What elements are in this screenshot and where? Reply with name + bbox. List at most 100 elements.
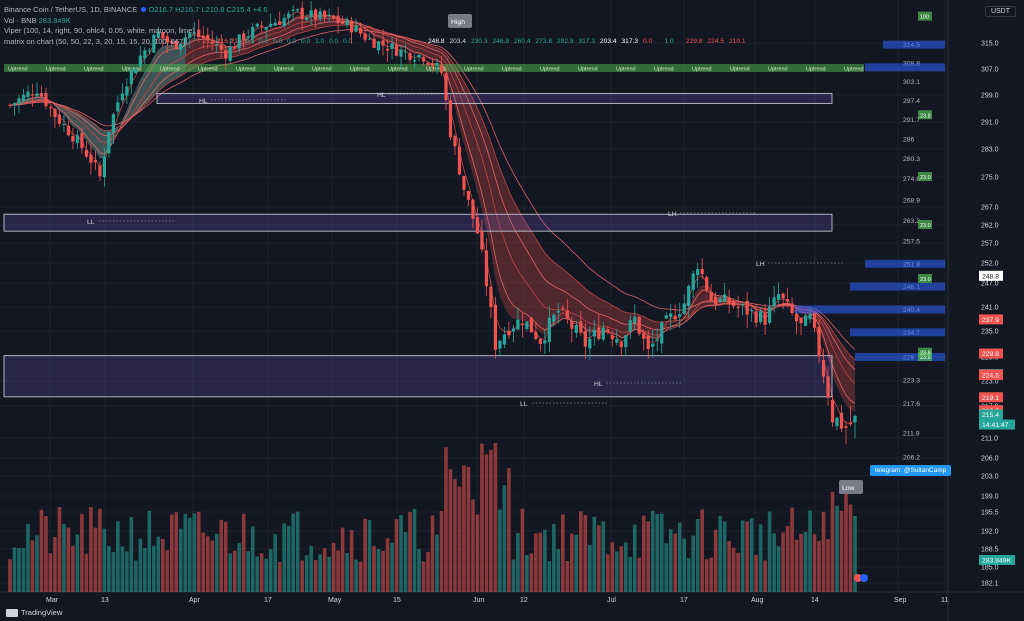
volume-bar [71,545,75,592]
candle-body [673,315,677,320]
volume-bar [781,532,785,592]
viper-indicator[interactable]: Viper (100, 14, right, 90, ohlc4, 0.05, … [4,26,195,35]
candle-body [830,399,835,423]
volume-bar [210,540,215,592]
candle-body [66,125,71,136]
volume-bar [817,540,821,592]
symbol-title[interactable]: Binance Coin / TetherUS, 1D, BINANCE [4,5,138,14]
volume-bar [417,548,421,592]
price-badge-text: 215.4 [982,412,999,419]
volume-bar [659,513,664,592]
matrix-value: 224.5 [708,38,725,45]
volume-bar [718,516,722,592]
tag-box [918,347,932,357]
volume-bar [489,449,493,592]
candle-body [525,321,529,329]
trend-strip-label: Uptrend [84,67,104,73]
volume-bar [147,510,152,592]
currency-label[interactable]: USDT [984,6,1016,17]
trend-strip-label: Uptrend [388,67,408,73]
volume-bar [799,533,803,592]
matrix-value: 216.2 [217,38,234,45]
matrix-value: 0.0 [287,38,296,45]
candle-body [579,321,583,333]
candle-body [53,108,57,118]
candle-body [107,131,111,154]
candle-body [255,23,259,27]
tag-text: 23.0 [920,223,931,229]
candle-body [260,25,264,27]
price-tick-label: 203.0 [981,474,999,481]
volume-bar [26,524,30,592]
volume-bar [646,521,651,592]
price-badge [979,409,1003,420]
volume-bar [794,539,799,592]
matrix-value: 248.8 [428,38,445,45]
candle-body [682,303,686,314]
volume-bar [529,553,534,592]
matrix-value: 0.0 [245,38,254,45]
candle-body [57,114,62,124]
volume-bar [763,560,767,592]
volume-bar [754,554,758,592]
volume-bar [543,529,547,592]
volume-bars [8,442,857,592]
matrix-indicator[interactable]: matrix on chart (50, 50, 22, 3, 20, 15, … [4,36,186,46]
candle-body [98,165,102,177]
telegram-text: telegram: @SultanCamp [875,467,947,474]
candle-body [538,339,542,344]
volume-bar [102,528,107,592]
level-label: 297.4 [903,98,920,105]
volume-label[interactable]: Vol · BNB [4,15,37,25]
volume-bar [255,556,260,592]
price-tick-label: 252.0 [981,261,999,268]
tag-box [918,274,932,283]
price-tick-label: 262.0 [981,223,999,230]
event-flag-icon [860,574,868,582]
volume-bar [390,542,394,592]
price-axis: 315.0 307.0 299.0 291.0 283.0 275.0 267.0 262.0… [981,41,999,588]
volume-bar [84,553,89,592]
candle-body [251,27,255,39]
candle-body [556,310,560,313]
candle-body [183,37,187,45]
candle-body [152,35,156,53]
volume-bar [632,524,637,592]
volume-bar [570,533,574,592]
candle-body [606,329,610,333]
candle-body [439,64,444,73]
candle-body [421,57,426,62]
candle-body [412,60,417,62]
candle-body [26,91,30,97]
candle-body [179,43,183,50]
time-tick-label: Mar [46,597,59,604]
zone-box [3,355,833,398]
price-tick-label: 199.0 [981,494,999,501]
tradingview-logo[interactable]: TradingView [6,608,62,617]
volume-bar [709,557,713,592]
volume-bar [125,551,129,592]
candle-body [714,297,718,305]
trend-strip-label: Uptrend [426,67,446,73]
tag-box [918,110,932,120]
price-axis-badges: 248.8237.9229.8224.6224.5219.1216.2215.4… [979,270,1015,565]
candle-body [457,146,462,175]
volume-bar [610,542,615,592]
volume-bar [686,558,691,592]
trend-strip-label: Uptrend [8,67,28,73]
volume-bar [358,561,363,592]
matrix-value: 217.9 [203,38,220,45]
candle-body [269,23,273,27]
volume-bar [695,518,700,592]
volume-bar [637,557,642,592]
candle-body [30,94,35,96]
volume-bar [178,528,183,592]
volume-bar [758,524,763,592]
volume-bar [35,535,39,592]
candle-body [147,50,151,52]
volume-bar [772,533,776,592]
volume-bar [44,516,48,592]
ohlc-values: O216.7 H216.7 L210.8 C215.4 +4.6 [148,5,268,14]
candle-body [844,426,848,428]
